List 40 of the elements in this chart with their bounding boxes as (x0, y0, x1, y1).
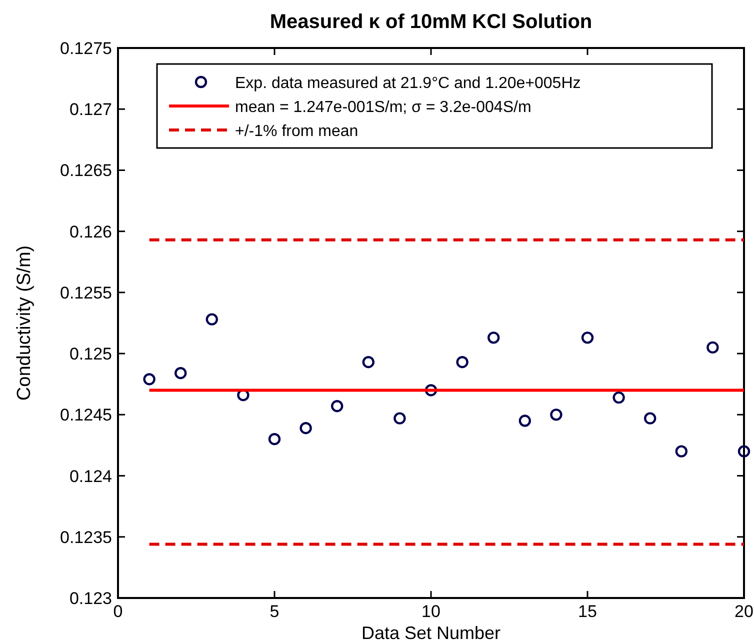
point (675, 445, 688, 458)
legend-label: +/-1% from mean (235, 123, 358, 140)
point (331, 400, 344, 412)
point (143, 373, 156, 386)
point (174, 367, 187, 380)
y-tick-label: 0.1255 (60, 283, 112, 302)
point (738, 445, 750, 458)
point (644, 412, 656, 424)
y-tick-label: 0.125 (69, 344, 112, 364)
point (300, 422, 312, 434)
y-tick-label: 0.127 (69, 100, 112, 120)
point (612, 391, 625, 404)
point (456, 356, 468, 368)
y-tick-label: 0.1275 (60, 39, 112, 58)
chart-title: Measured κ of 10mM KCl Solution (270, 11, 592, 33)
point (550, 408, 562, 421)
x-axis-title: Data Set Number (361, 623, 501, 642)
point (518, 414, 531, 427)
point (268, 433, 281, 446)
point (206, 313, 218, 326)
x-tick-label: 10 (422, 602, 440, 621)
x-tick-label: 20 (734, 602, 754, 621)
point (394, 412, 406, 424)
x-tick-label: 0 (113, 602, 123, 621)
x-tick-label: 5 (270, 602, 280, 621)
point (424, 384, 438, 396)
point (362, 356, 374, 368)
y-tick-label: 0.126 (69, 222, 112, 242)
point (488, 332, 500, 344)
point (581, 332, 594, 344)
point (706, 341, 719, 354)
y-tick-label: 0.1265 (60, 161, 112, 180)
y-axis-title: Conductivity (S/m) (14, 245, 35, 401)
legend-label: Exp. data measured at 21.9°C and 1.20e+005Hz (235, 75, 581, 92)
y-tick-label: 0.1235 (60, 528, 112, 547)
legend-label: mean = 1.247e-001S/m; σ = 3.2e-004S/m (235, 99, 532, 116)
y-tick-label: 0.123 (69, 589, 112, 608)
y-tick-label: 0.1245 (60, 406, 112, 425)
x-tick-label: 15 (578, 602, 597, 621)
y-tick-label: 0.124 (69, 466, 112, 486)
